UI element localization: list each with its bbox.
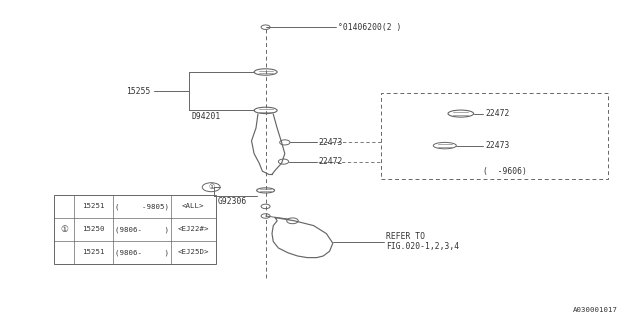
Text: REFER TO
FIG.020-1,2,3,4: REFER TO FIG.020-1,2,3,4 [386,232,459,251]
Text: (  -9606): ( -9606) [483,167,527,176]
Text: <EJ25D>: <EJ25D> [177,250,209,255]
Text: A030001017: A030001017 [573,307,618,313]
Bar [54,195,216,264]
Text: ①: ① [208,184,214,190]
Text: G92306: G92306 [218,197,247,206]
Text: D94201: D94201 [192,112,221,121]
Text: 22472: 22472 [319,157,343,166]
Text: 15250: 15250 [82,227,105,232]
Text: 15251: 15251 [82,204,105,209]
Text: (9806-     ): (9806- ) [115,226,169,233]
Text: ①: ① [60,225,68,234]
Text: <EJ22#>: <EJ22#> [177,227,209,232]
Text: (9806-     ): (9806- ) [115,249,169,256]
Text: 15255: 15255 [126,87,150,96]
Text: <ALL>: <ALL> [182,204,205,209]
Bar [381,93,608,179]
Text: °01406200(2 ): °01406200(2 ) [338,23,401,32]
Text: 22473: 22473 [319,138,343,147]
Text: 15251: 15251 [82,250,105,255]
Text: (     -9805): ( -9805) [115,203,169,210]
Text: 22473: 22473 [485,141,509,150]
Text: 22472: 22472 [485,109,509,118]
